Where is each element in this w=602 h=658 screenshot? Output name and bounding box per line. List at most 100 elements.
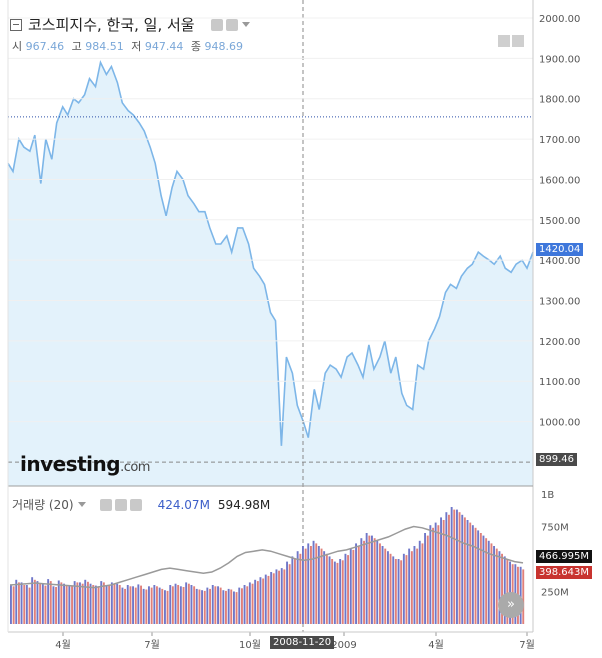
volume-bar-up xyxy=(280,568,283,624)
volume-bar-up xyxy=(201,590,203,624)
ohlc-readout: 시 967.46 고 984.51 저 947.44 종 948.69 xyxy=(12,38,247,54)
volume-bar-down xyxy=(256,581,259,624)
volume-bar-down xyxy=(495,548,498,624)
volume-ma-tag: 466.995M xyxy=(536,550,592,563)
volume-bar-down xyxy=(448,514,450,624)
volume-bar-up xyxy=(63,583,65,624)
volume-bar-up xyxy=(47,579,50,624)
volume-bar-up xyxy=(418,540,421,624)
volume-bar-down xyxy=(272,573,275,624)
volume-bar-down xyxy=(278,570,280,624)
volume-settings-icon[interactable] xyxy=(114,498,127,511)
crosshair-date-tag: 2008-11-20 xyxy=(270,636,335,649)
price-area xyxy=(8,62,533,487)
volume-bar-up xyxy=(466,520,469,624)
volume-bar-up xyxy=(302,546,304,624)
price-y-axis: 2000.00 1900.00 1800.00 1700.00 1600.00 1500.… xyxy=(8,14,580,429)
visibility-icon[interactable] xyxy=(210,18,223,31)
volume-bar-up xyxy=(498,551,501,624)
volume-bar-down xyxy=(373,538,376,624)
volume-bar-up xyxy=(456,509,458,624)
collapse-icon[interactable] xyxy=(10,18,22,31)
volume-bar-down xyxy=(39,583,42,624)
volume-bar-up xyxy=(41,583,44,624)
volume-bar-down xyxy=(92,585,95,624)
volume-bar-up xyxy=(429,525,432,624)
volume-bar-down xyxy=(44,585,47,624)
volume-bar-down xyxy=(60,582,63,624)
x-tick-label: 4월 xyxy=(428,639,444,651)
volume-bar-up xyxy=(365,533,368,624)
volume-bar-up xyxy=(323,551,326,624)
volume-bar-up xyxy=(376,540,379,624)
volume-bar-up xyxy=(434,522,437,624)
volume-bar-up xyxy=(116,583,119,624)
volume-bar-up xyxy=(238,587,241,624)
volume-bar-down xyxy=(522,569,525,624)
scale-controls xyxy=(498,32,528,47)
move-down-icon[interactable] xyxy=(512,35,524,47)
scroll-right-button[interactable]: » xyxy=(498,592,524,618)
volume-bar-down xyxy=(394,559,397,624)
volume-bar-down xyxy=(102,582,105,624)
volume-bar-down xyxy=(246,586,249,624)
volume-bar-down xyxy=(18,582,20,624)
volume-bar-down xyxy=(241,588,243,625)
volume-bar-up xyxy=(185,582,188,624)
y-tick-label: 1200.00 xyxy=(539,337,580,348)
volume-bar-up xyxy=(397,559,400,624)
volume-bar-down xyxy=(65,585,68,624)
volume-bar-down xyxy=(405,555,408,624)
volume-bar-down xyxy=(490,543,493,624)
crosshair-price-tag: 899.46 xyxy=(536,453,577,466)
volume-bar-up xyxy=(222,590,225,624)
settings-icon[interactable] xyxy=(225,18,238,31)
volume-bar-up xyxy=(482,535,485,624)
y-tick-label: 1900.00 xyxy=(539,54,580,65)
volume-bar-up xyxy=(158,587,161,624)
volume-bar-down xyxy=(118,585,121,624)
volume-bar-up xyxy=(503,556,506,624)
volume-bar-down xyxy=(336,562,339,624)
volume-bar-up xyxy=(317,546,320,624)
volume-bar-down xyxy=(177,585,180,624)
volume-bar-down xyxy=(198,589,201,624)
move-up-icon[interactable] xyxy=(498,35,510,47)
volume-bar-down xyxy=(55,587,57,624)
volume-bar-down xyxy=(219,587,222,624)
time-x-axis: 4월 7월 10월 2009 4월 7월 xyxy=(55,632,535,651)
volume-bar-up xyxy=(206,587,209,624)
y-tick-label: 1000.00 xyxy=(539,418,580,429)
volume-bar-down xyxy=(416,548,419,624)
volume-bar-up xyxy=(392,556,395,624)
volume-bar-up xyxy=(15,579,18,624)
volume-bar-down xyxy=(230,589,233,624)
last-price-tag: 1420.04 xyxy=(536,243,584,256)
volume-bar-down xyxy=(150,587,153,624)
volume-bar-up xyxy=(243,585,246,624)
volume-header: 거래량 (20) 424.07M 594.98M xyxy=(12,496,270,513)
volume-bar-down xyxy=(325,553,328,624)
close-value: 948.69 xyxy=(204,40,244,53)
y-tick-label: 1800.00 xyxy=(539,95,580,106)
volume-bar-down xyxy=(426,535,429,624)
chevron-down-icon[interactable] xyxy=(241,22,250,27)
volume-bar-up xyxy=(360,538,363,624)
volume-bar-down xyxy=(97,586,100,624)
volume-bar-up xyxy=(493,546,495,624)
volume-y-tick-label: 750M xyxy=(541,523,569,534)
volume-bar-down xyxy=(28,587,31,624)
volume-chevron-down-icon[interactable] xyxy=(77,502,86,507)
volume-visibility-icon[interactable] xyxy=(99,498,112,511)
volume-bar-down xyxy=(442,520,445,624)
volume-bar-up xyxy=(227,588,230,624)
price-line xyxy=(7,59,534,446)
y-tick-label: 1500.00 xyxy=(539,216,580,227)
volume-bar-down xyxy=(283,569,286,624)
y-tick-label: 1100.00 xyxy=(539,377,580,388)
volume-bar-down xyxy=(304,548,307,624)
volume-bar-up xyxy=(25,585,28,624)
volume-close-icon[interactable] xyxy=(129,498,142,511)
volume-bar-down xyxy=(458,512,461,624)
